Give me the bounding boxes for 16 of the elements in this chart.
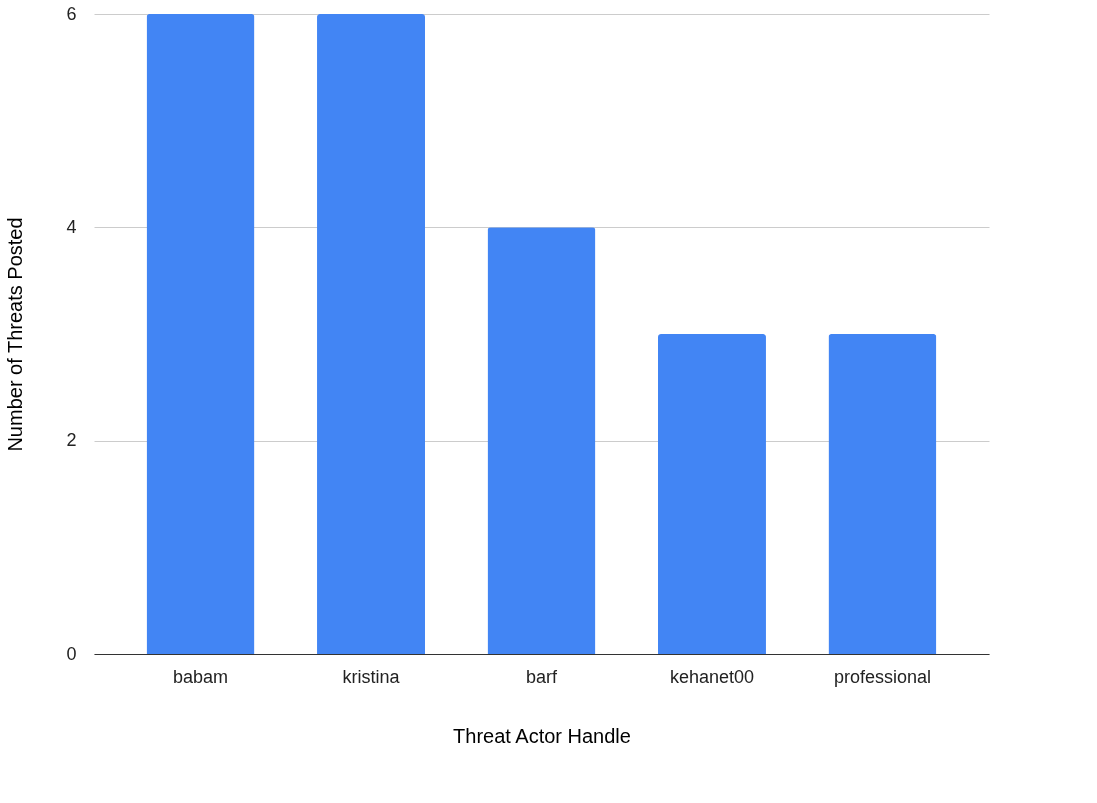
x-tick-label: professional [833, 666, 931, 687]
y-axis-title: Number of Threats Posted [4, 217, 27, 452]
y-tick-label: 0 [66, 643, 77, 664]
y-tick-label: 2 [66, 430, 77, 451]
bar [828, 334, 937, 654]
x-tick-label: kristina [342, 666, 401, 687]
x-tick-label: barf [525, 666, 558, 687]
bar [487, 227, 596, 654]
y-tick-label: 6 [66, 3, 77, 24]
bar [317, 14, 426, 654]
bar [657, 334, 766, 654]
x-axis-title: Threat Actor Handle [453, 724, 631, 747]
bar [146, 14, 255, 654]
x-tick-label: kehanet00 [669, 666, 755, 687]
y-tick-label: 4 [66, 216, 77, 237]
x-tick-label: babam [173, 666, 229, 687]
